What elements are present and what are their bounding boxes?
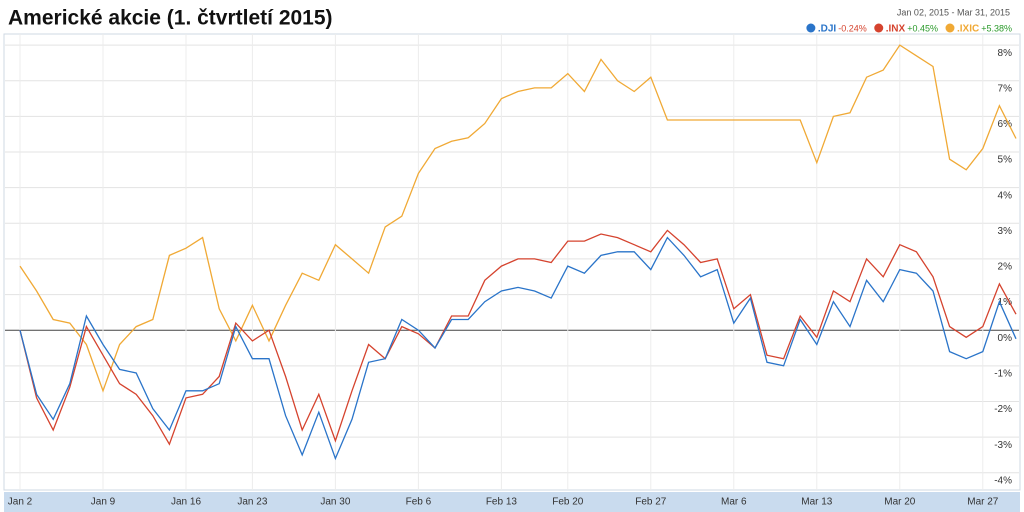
legend-name: .DJI: [818, 24, 837, 35]
y-tick-label: -1%: [994, 368, 1012, 379]
y-tick-label: 4%: [998, 190, 1013, 201]
x-tick-label: Jan 9: [91, 497, 116, 508]
x-tick-label: Mar 13: [801, 497, 833, 508]
legend-name: .IXIC: [957, 24, 979, 35]
legend-name: .INX: [886, 24, 906, 35]
y-tick-label: 7%: [998, 83, 1013, 94]
y-tick-label: 1%: [998, 297, 1013, 308]
legend-marker: [874, 23, 884, 33]
series-line: [19, 44, 1017, 393]
y-tick-label: 8%: [998, 48, 1013, 59]
x-tick-label: Feb 6: [406, 497, 432, 508]
y-tick-label: -2%: [994, 404, 1012, 415]
y-tick-label: -3%: [994, 440, 1012, 451]
y-tick-label: 6%: [998, 119, 1013, 130]
legend-change: -0.24%: [838, 23, 867, 33]
x-tick-label: Mar 27: [967, 497, 999, 508]
x-tick-label: Jan 2: [8, 497, 33, 508]
y-tick-label: 0%: [998, 333, 1013, 344]
x-tick-label: Mar 20: [884, 497, 916, 508]
y-tick-label: -4%: [994, 475, 1012, 486]
y-tick-label: 2%: [998, 262, 1013, 273]
x-tick-label: Mar 6: [721, 497, 747, 508]
series-line: [19, 229, 1017, 446]
x-tick-label: Jan 16: [171, 497, 201, 508]
legend: .DJI -0.24% .INX +0.45% .IXIC +5.38%: [806, 23, 1012, 35]
legend-marker: [945, 23, 955, 33]
x-tick-label: Feb 27: [635, 497, 667, 508]
x-tick-label: Feb 13: [486, 497, 518, 508]
y-tick-label: 3%: [998, 226, 1013, 237]
legend-change: +5.38%: [981, 23, 1012, 33]
legend-marker: [806, 23, 816, 33]
x-tick-label: Jan 30: [320, 497, 350, 508]
x-tick-label: Feb 20: [552, 497, 584, 508]
chart-title: Americké akcie (1. čtvrtletí 2015): [8, 7, 333, 30]
x-tick-label: Jan 23: [237, 497, 267, 508]
legend-change: +0.45%: [907, 23, 938, 33]
x-axis-band: [4, 492, 1020, 512]
series-line: [19, 236, 1017, 461]
date-range: Jan 02, 2015 - Mar 31, 2015: [897, 7, 1010, 17]
y-tick-label: 5%: [998, 155, 1013, 166]
